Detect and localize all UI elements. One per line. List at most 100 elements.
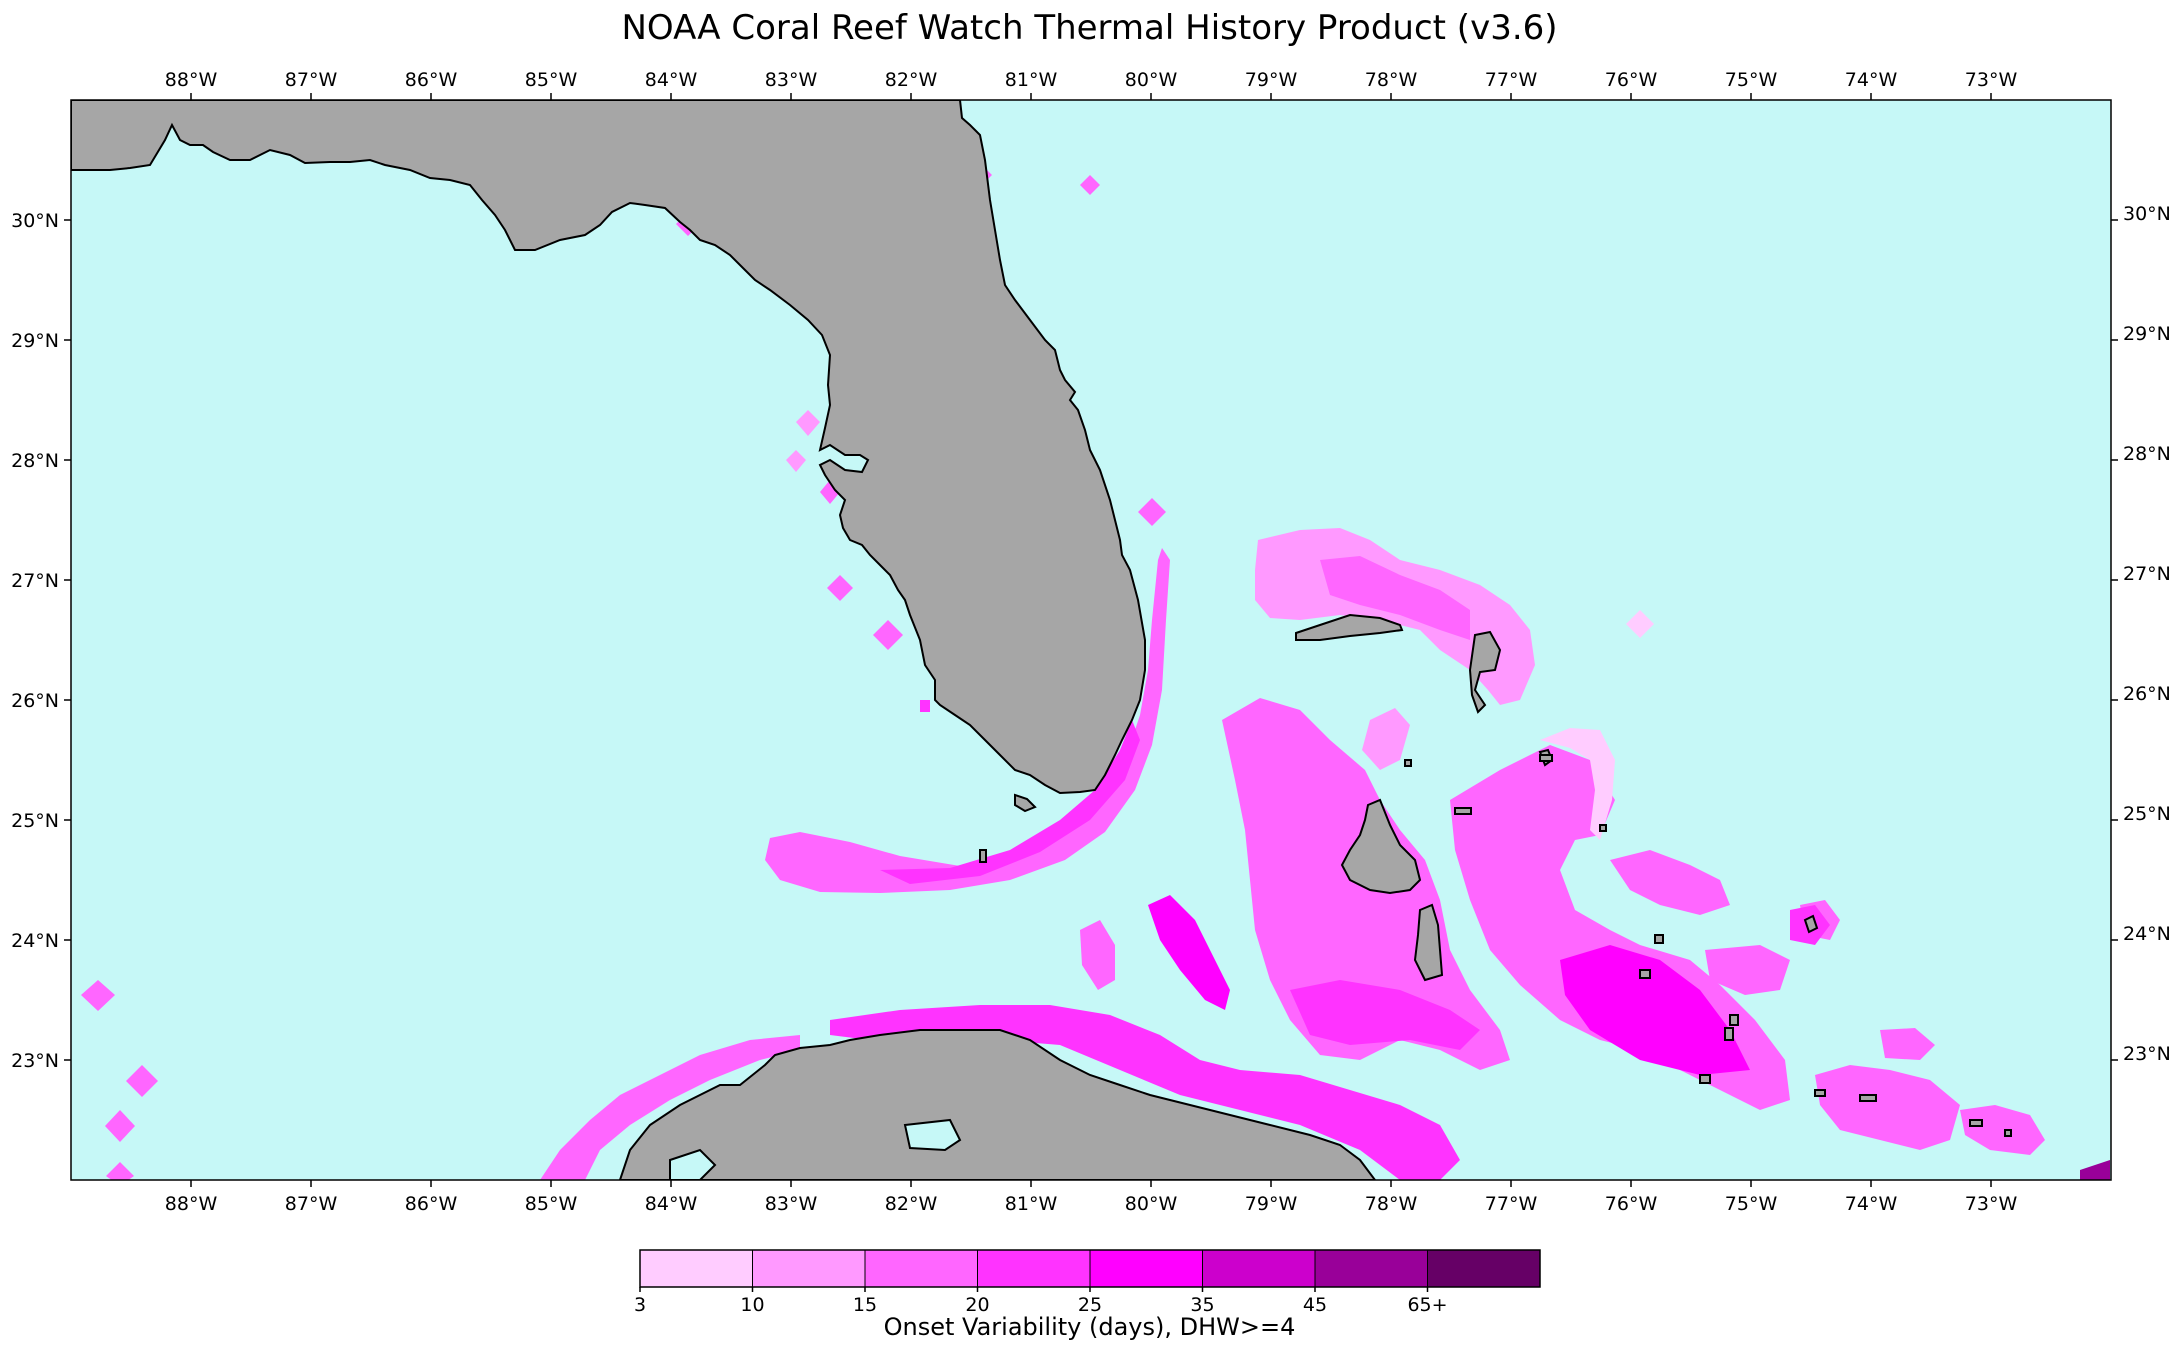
gulf-spot-7 bbox=[873, 620, 903, 650]
east-florida-spot bbox=[1080, 175, 1100, 195]
lon-tick-label-bottom: 87°W bbox=[285, 1193, 338, 1215]
mayaguana-bank bbox=[1960, 1105, 2045, 1155]
lon-tick-label-bottom: 76°W bbox=[1605, 1193, 1658, 1215]
latitude-ticks-left: 30°N 29°N 28°N 27°N 26°N 25°N 24°N 23°N bbox=[11, 210, 71, 1072]
lon-tick-label-bottom: 84°W bbox=[645, 1193, 698, 1215]
northwest-cuba-band bbox=[540, 1035, 800, 1180]
gulf-spot-13 bbox=[106, 1162, 134, 1180]
lon-tick-label-top: 82°W bbox=[885, 69, 938, 91]
abaco-island bbox=[1468, 630, 1502, 714]
lon-tick-label-bottom: 73°W bbox=[1965, 1193, 2018, 1215]
lat-tick-label-right: 29°N bbox=[2123, 323, 2171, 345]
keys-reef-band bbox=[765, 548, 1170, 893]
lat-tick-label-left: 26°N bbox=[11, 690, 59, 712]
colorbar-bin bbox=[977, 1249, 1091, 1288]
cay-sal-band-1 bbox=[1148, 895, 1230, 1010]
abaco-inner bbox=[1320, 556, 1470, 640]
lon-tick-label-top: 81°W bbox=[1005, 69, 1058, 91]
lon-tick-label-bottom: 83°W bbox=[765, 1193, 818, 1215]
cay-small-10 bbox=[1654, 934, 1664, 944]
keys-inner-band bbox=[880, 720, 1140, 884]
colorbar-bin bbox=[1427, 1249, 1541, 1288]
gulf-spot-12 bbox=[105, 1110, 135, 1142]
cay-small-1 bbox=[1014, 793, 1037, 813]
map-frame bbox=[70, 99, 2112, 1181]
lon-tick-label-top: 74°W bbox=[1845, 69, 1898, 91]
cay-small-6 bbox=[2004, 1129, 2012, 1137]
cay-small-13 bbox=[1404, 759, 1412, 767]
colorbar-tick-label: 20 bbox=[965, 1294, 989, 1316]
lon-tick-label-bottom: 80°W bbox=[1125, 1193, 1178, 1215]
andros-island bbox=[1340, 798, 1422, 895]
longitude-ticks-bottom: 88°W 87°W 86°W 85°W 84°W 83°W 82°W 81°W 80°W 79°W… bbox=[165, 1180, 2018, 1215]
colorbar-bin bbox=[864, 1249, 978, 1288]
cay-sal-band-2 bbox=[1080, 920, 1115, 990]
lat-tick-label-right: 23°N bbox=[2123, 1043, 2171, 1065]
lat-tick-label-right: 26°N bbox=[2123, 683, 2171, 705]
lon-tick-label-top: 87°W bbox=[285, 69, 338, 91]
cay-small-12 bbox=[1599, 824, 1607, 832]
lat-tick-label-right: 27°N bbox=[2123, 563, 2171, 585]
lon-tick-label-bottom: 78°W bbox=[1365, 1193, 1418, 1215]
gulf-spot-11 bbox=[126, 1065, 158, 1097]
lat-tick-label-right: 25°N bbox=[2123, 803, 2171, 825]
map-title: NOAA Coral Reef Watch Thermal History Pr… bbox=[621, 8, 1558, 48]
lon-tick-label-bottom: 79°W bbox=[1245, 1193, 1298, 1215]
north-cuba-reef-band bbox=[830, 1005, 1460, 1180]
cay-small-2 bbox=[979, 849, 987, 863]
gulf-spot-9 bbox=[1626, 610, 1654, 638]
colorbar-tick-label: 15 bbox=[853, 1294, 877, 1316]
cay-small-5 bbox=[1969, 1119, 1983, 1127]
colorbar-tick-label: 45 bbox=[1303, 1294, 1327, 1316]
longitude-ticks-top: 88°W 87°W 86°W 85°W 84°W 83°W 82°W 81°W 80°W 79°W… bbox=[165, 69, 2018, 100]
lon-tick-label-top: 78°W bbox=[1365, 69, 1418, 91]
colorbar-bin bbox=[639, 1249, 753, 1288]
colorbar-bin bbox=[752, 1249, 866, 1288]
crooked-island-small bbox=[1859, 1094, 1877, 1102]
cay-small-11 bbox=[1729, 1014, 1739, 1026]
cay-small-7 bbox=[1814, 1089, 1826, 1097]
lon-tick-label-top: 79°W bbox=[1245, 69, 1298, 91]
lat-tick-label-left: 28°N bbox=[11, 450, 59, 472]
lon-tick-label-bottom: 77°W bbox=[1485, 1193, 1538, 1215]
lon-tick-label-top: 83°W bbox=[765, 69, 818, 91]
cay-small-4 bbox=[1639, 969, 1651, 979]
inagua-patch bbox=[1880, 1028, 1935, 1060]
southwest-florida-shelf-spot bbox=[920, 700, 930, 712]
latitude-ticks-right: 30°N 29°N 28°N 27°N 26°N 25°N 24°N 23°N bbox=[2111, 203, 2171, 1065]
long-island-bank bbox=[1610, 850, 1730, 915]
lon-tick-label-top: 77°W bbox=[1485, 69, 1538, 91]
lon-tick-label-top: 84°W bbox=[645, 69, 698, 91]
lat-tick-label-left: 23°N bbox=[11, 1050, 59, 1072]
inagua-small bbox=[1803, 914, 1819, 934]
lon-tick-label-top: 86°W bbox=[405, 69, 458, 91]
colorbar-tick-label: 65+ bbox=[1407, 1294, 1447, 1316]
colorbar: 3 10 15 20 25 35 45 65+ bbox=[634, 1249, 1541, 1316]
lat-tick-label-right: 28°N bbox=[2123, 443, 2171, 465]
grand-bahama-island bbox=[1295, 613, 1404, 641]
colorbar-bin bbox=[1202, 1249, 1316, 1288]
gulf-spot-6 bbox=[827, 575, 853, 601]
southeast-corner-spot bbox=[2080, 1160, 2110, 1180]
colorbar-title: Onset Variability (days), DHW>=4 bbox=[883, 1313, 1296, 1341]
gulf-spot-4 bbox=[786, 450, 806, 472]
eleuthera-arc bbox=[1540, 728, 1615, 840]
lon-tick-label-top: 73°W bbox=[1965, 69, 2018, 91]
san-salvador-bank bbox=[1705, 945, 1790, 995]
lon-tick-label-top: 75°W bbox=[1725, 69, 1778, 91]
colorbar-bin bbox=[1089, 1249, 1203, 1288]
exuma-dark-center bbox=[1560, 945, 1750, 1075]
colorbar-tick-label: 3 bbox=[634, 1294, 646, 1316]
cuba-island bbox=[618, 1029, 1377, 1180]
lat-tick-label-right: 30°N bbox=[2123, 203, 2171, 225]
lat-tick-label-left: 27°N bbox=[11, 570, 59, 592]
andros-south bbox=[1413, 903, 1444, 982]
cuba-west-inlet bbox=[669, 1148, 717, 1180]
colorbar-bin bbox=[1314, 1249, 1428, 1288]
new-providence-patch bbox=[1362, 708, 1410, 770]
lat-tick-label-left: 29°N bbox=[11, 330, 59, 352]
lat-tick-label-left: 30°N bbox=[11, 210, 59, 232]
lon-tick-label-bottom: 75°W bbox=[1725, 1193, 1778, 1215]
gulf-spot-10 bbox=[81, 980, 115, 1011]
